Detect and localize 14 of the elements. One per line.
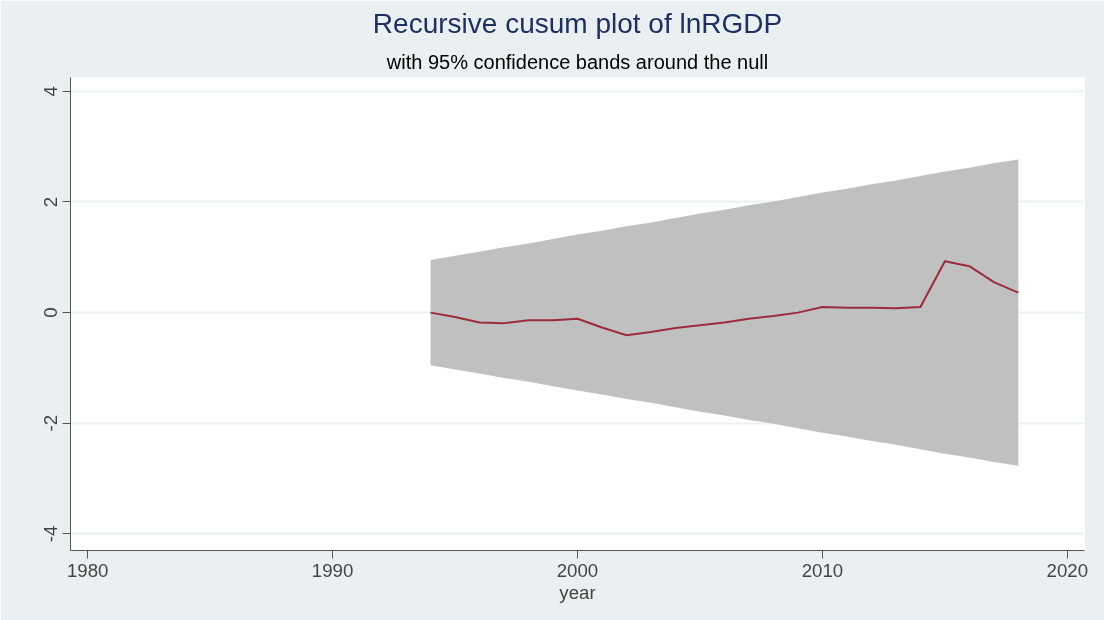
- line-series: [429, 260, 1020, 337]
- x-tick-label: 1980: [66, 559, 109, 581]
- x-tick-label: 2000: [556, 559, 599, 581]
- x-axis-title: year: [559, 581, 596, 603]
- x-tick-label: 1990: [311, 559, 354, 581]
- y-tick-label: 0: [40, 307, 62, 318]
- y-tick-label: -2: [40, 414, 62, 432]
- chart-subtitle: with 95% confidence bands around the null: [385, 50, 769, 73]
- y-tick-label: -4: [40, 525, 62, 543]
- x-tick-label: 2010: [801, 559, 844, 581]
- y-tick-label: 2: [40, 196, 62, 208]
- chart-title: Recursive cusum plot of lnRGDP: [372, 7, 783, 39]
- y-tick-label: 4: [40, 86, 62, 97]
- x-tick-label: 2020: [1046, 559, 1089, 581]
